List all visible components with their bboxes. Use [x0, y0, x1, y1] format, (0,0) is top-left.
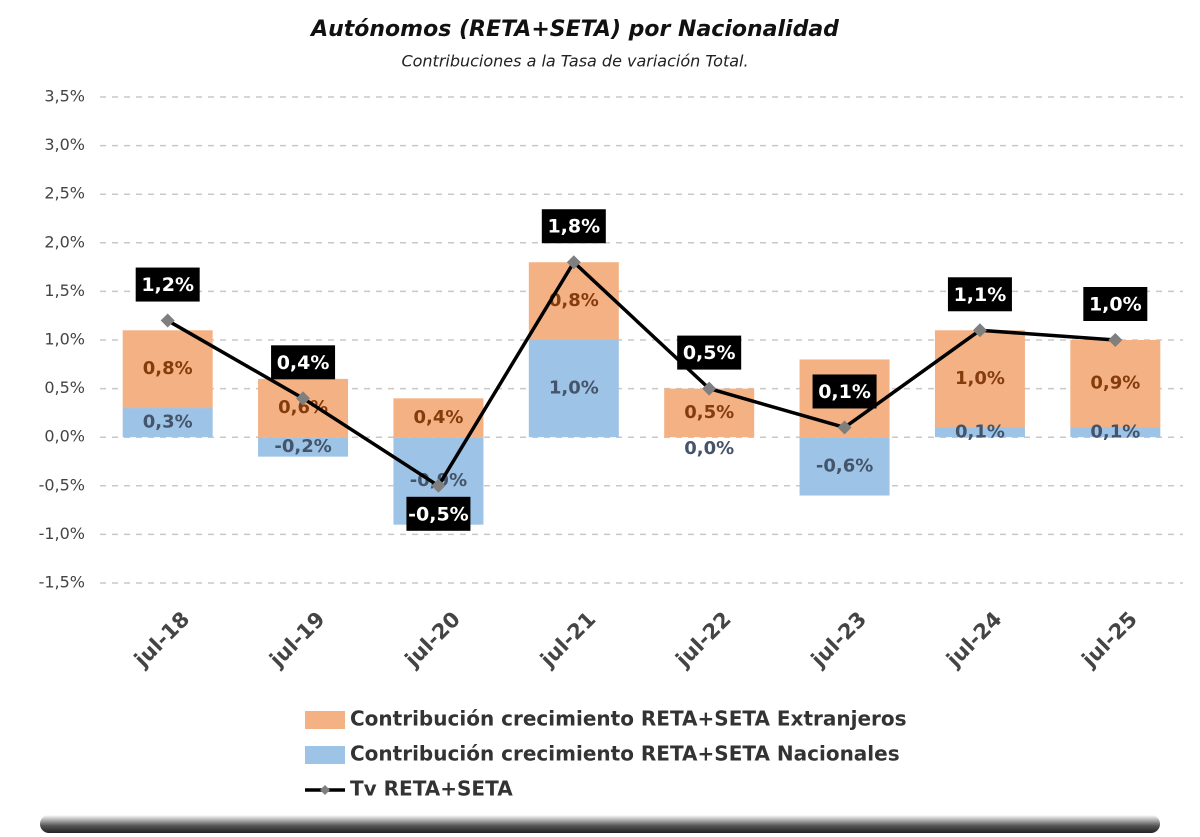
bar-segment [122, 330, 213, 409]
line-marker [972, 323, 987, 338]
data-label: 1,2% [141, 274, 194, 296]
data-label-box [541, 209, 606, 244]
y-tick-label: 0,5% [44, 378, 85, 397]
frame-shadow [40, 815, 1160, 833]
legend-label: Contribución crecimiento RETA+SETA Extra… [350, 707, 907, 731]
bar-segment [799, 437, 890, 496]
line-marker [431, 478, 446, 493]
data-label: -0,2% [274, 436, 331, 457]
legend-label: Tv RETA+SETA [350, 777, 513, 801]
x-tick-label: jul-24 [941, 607, 1006, 672]
bar-segment [122, 408, 213, 438]
data-label-box [677, 335, 742, 370]
data-label: 0,4% [413, 407, 463, 428]
y-tick-label: 2,5% [44, 184, 85, 203]
bar-segment [393, 398, 484, 438]
bar-segment [258, 378, 349, 438]
data-label-box [812, 374, 877, 409]
data-label: 1,0% [1089, 294, 1142, 316]
y-tick-label: 0,0% [44, 427, 85, 446]
y-tick-label: -1,0% [39, 524, 85, 543]
data-label: 0,4% [277, 352, 330, 374]
data-label: 1,1% [954, 284, 1007, 306]
data-label: 0,0% [684, 438, 734, 459]
data-label: 0,1% [818, 381, 871, 403]
bar-segment [528, 340, 619, 438]
x-tick-label: jul-20 [400, 607, 465, 672]
data-label: 0,8% [549, 290, 599, 311]
data-label-box [1083, 287, 1148, 321]
data-label: 0,3% [143, 412, 193, 433]
data-label-box [135, 267, 200, 302]
line-marker [296, 391, 311, 406]
y-tick-label: 1,5% [44, 281, 85, 300]
chart-title: Autónomos (RETA+SETA) por Nacionalidad [309, 17, 839, 42]
x-tick-label: jul-23 [806, 607, 871, 672]
data-label-box [947, 277, 1012, 312]
data-label: 0,8% [143, 358, 193, 379]
bar-segment [934, 427, 1025, 438]
data-label: 0,5% [684, 402, 734, 423]
y-tick-label: 1,0% [44, 330, 85, 349]
data-label: 0,9% [1090, 373, 1140, 394]
chart-subtitle: Contribuciones a la Tasa de variación To… [401, 52, 748, 71]
data-label: -0,5% [408, 503, 469, 525]
bar-segment [528, 262, 619, 340]
legend-label: Contribución crecimiento RETA+SETA Nacio… [350, 742, 900, 766]
x-tick-label: jul-19 [264, 607, 329, 672]
data-label-box [271, 345, 336, 380]
data-label: 1,0% [955, 368, 1005, 389]
line-marker [702, 381, 717, 396]
bar-segment [934, 330, 1025, 428]
bar-segment [1070, 340, 1161, 428]
y-tick-label: -0,5% [39, 475, 85, 494]
x-tick-label: jul-18 [129, 607, 194, 672]
legend-swatch [305, 711, 345, 729]
data-label: 0,1% [1090, 421, 1140, 442]
y-tick-label: 3,0% [44, 135, 85, 154]
line-marker [837, 420, 852, 435]
line [166, 259, 1116, 489]
y-tick-label: 3,5% [44, 87, 85, 106]
line-marker [566, 255, 581, 270]
data-label: 0,5% [683, 342, 736, 364]
data-label: 1,0% [549, 378, 599, 399]
x-tick-label: jul-22 [670, 607, 735, 672]
y-tick-label: 2,0% [44, 232, 85, 251]
legend-marker [320, 785, 330, 795]
legend-swatch [305, 746, 345, 764]
y-tick-label: -1,5% [39, 573, 85, 592]
data-label: -0,6% [816, 455, 873, 476]
data-label: 1,8% [547, 216, 600, 238]
bar-segment [1070, 427, 1161, 438]
bar-segment [258, 437, 349, 457]
line-marker [160, 313, 175, 328]
x-tick-label: jul-21 [535, 607, 600, 672]
line-marker [1108, 333, 1123, 347]
data-label: 0,6% [278, 397, 328, 418]
data-label-box [406, 496, 471, 531]
x-tick-label: jul-25 [1077, 607, 1142, 672]
data-label: 0,1% [955, 421, 1005, 442]
